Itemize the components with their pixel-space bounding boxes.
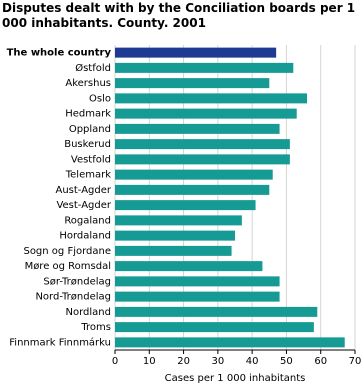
bar xyxy=(115,93,307,104)
y-tick-label: Hordaland xyxy=(59,231,111,242)
bar xyxy=(115,337,345,348)
chart-title: Disputes dealt with by the Conciliation … xyxy=(2,1,356,30)
y-tick-label: Oppland xyxy=(69,124,111,135)
y-tick-label: Vest-Agder xyxy=(56,200,111,211)
y-tick-label: Finnmark Finnmárku xyxy=(9,336,111,348)
bar xyxy=(115,78,270,89)
bar xyxy=(115,291,280,302)
y-tick-label: Troms xyxy=(80,322,111,333)
bar xyxy=(115,139,290,150)
bar xyxy=(115,215,242,226)
x-axis-label: Cases per 1 000 inhabitants xyxy=(165,373,306,384)
y-tick-label: The whole country xyxy=(7,48,112,59)
bar xyxy=(115,261,263,272)
x-tick-label: 30 xyxy=(211,356,224,367)
bar xyxy=(115,123,280,134)
y-tick-label: Østfold xyxy=(75,62,111,74)
bar xyxy=(115,154,290,165)
bar xyxy=(115,169,273,180)
x-tick-label: 10 xyxy=(143,356,156,367)
bar xyxy=(115,322,314,333)
x-tick-label: 40 xyxy=(246,356,259,367)
title-box: Disputes dealt with by the Conciliation … xyxy=(2,1,356,30)
bar xyxy=(115,184,270,195)
y-tick-label: Hedmark xyxy=(65,109,111,120)
y-tick-label: Akershus xyxy=(65,78,111,89)
y-tick-label: Nordland xyxy=(66,307,111,318)
x-tick-label: 0 xyxy=(112,356,118,367)
bar xyxy=(115,200,256,211)
y-tick-label: Sør-Trøndelag xyxy=(43,276,111,287)
y-tick-label: Rogaland xyxy=(64,215,111,226)
x-tick-label: 20 xyxy=(177,356,190,367)
y-tick-label: Sogn og Fjordane xyxy=(23,246,111,257)
y-tick-label: Buskerud xyxy=(64,139,111,150)
x-tick-label: 50 xyxy=(280,356,293,367)
y-tick-label: Telemark xyxy=(65,170,111,181)
bar xyxy=(115,108,297,119)
bar xyxy=(115,47,277,58)
x-tick-label: 70 xyxy=(349,356,362,367)
bar xyxy=(115,62,294,73)
y-tick-label: Nord-Trøndelag xyxy=(35,292,111,303)
bar xyxy=(115,245,232,256)
bar xyxy=(115,306,318,317)
y-tick-label: Vestfold xyxy=(71,154,111,165)
y-tick-label: Aust-Agder xyxy=(56,185,112,196)
x-tick-label: 60 xyxy=(314,356,327,367)
bar xyxy=(115,276,280,287)
bar xyxy=(115,230,235,241)
y-tick-label: Møre og Romsdal xyxy=(25,261,111,272)
y-tick-label: Oslo xyxy=(89,93,111,104)
